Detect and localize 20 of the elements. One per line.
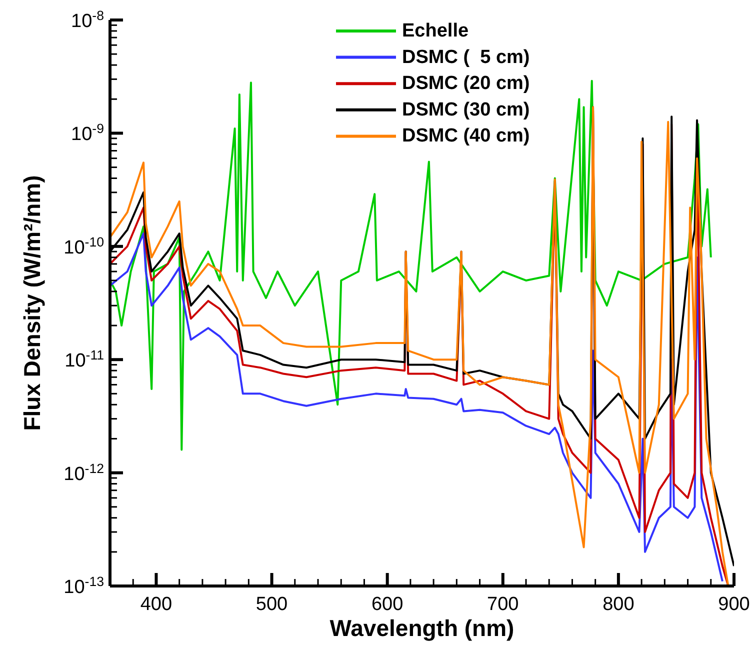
y-tick-label: 10$^{-10}$	[64, 234, 104, 258]
y-tick-label: 10$^{-13}$	[64, 574, 104, 598]
x-tick-label: 800	[602, 594, 634, 615]
x-tick-label: 700	[487, 594, 519, 615]
legend-label: DSMC (40 cm)	[402, 126, 530, 147]
legend-label: DSMC (20 cm)	[402, 73, 530, 94]
x-tick-label: 500	[256, 594, 288, 615]
y-tick-label: 10$^{-8}$	[71, 8, 104, 32]
legend-label: DSMC ( 5 cm)	[402, 46, 530, 68]
y-tick-label: 10$^{-11}$	[64, 347, 104, 372]
y-tick-label: 10$^{-12}$	[64, 460, 104, 485]
x-tick-label: 900	[718, 594, 750, 615]
x-axis-title: Wavelength (nm)	[330, 615, 514, 641]
line-series	[110, 232, 724, 582]
x-tick-label: 600	[371, 594, 404, 615]
x-tick-label: 400	[140, 594, 172, 615]
legend-label: Echelle	[402, 20, 469, 42]
y-axis-title: Flux Density (W/m²/nm)	[19, 175, 45, 431]
legend-label: DSMC (30 cm)	[402, 99, 530, 120]
y-tick-label: 10$^{-9}$	[71, 120, 104, 146]
